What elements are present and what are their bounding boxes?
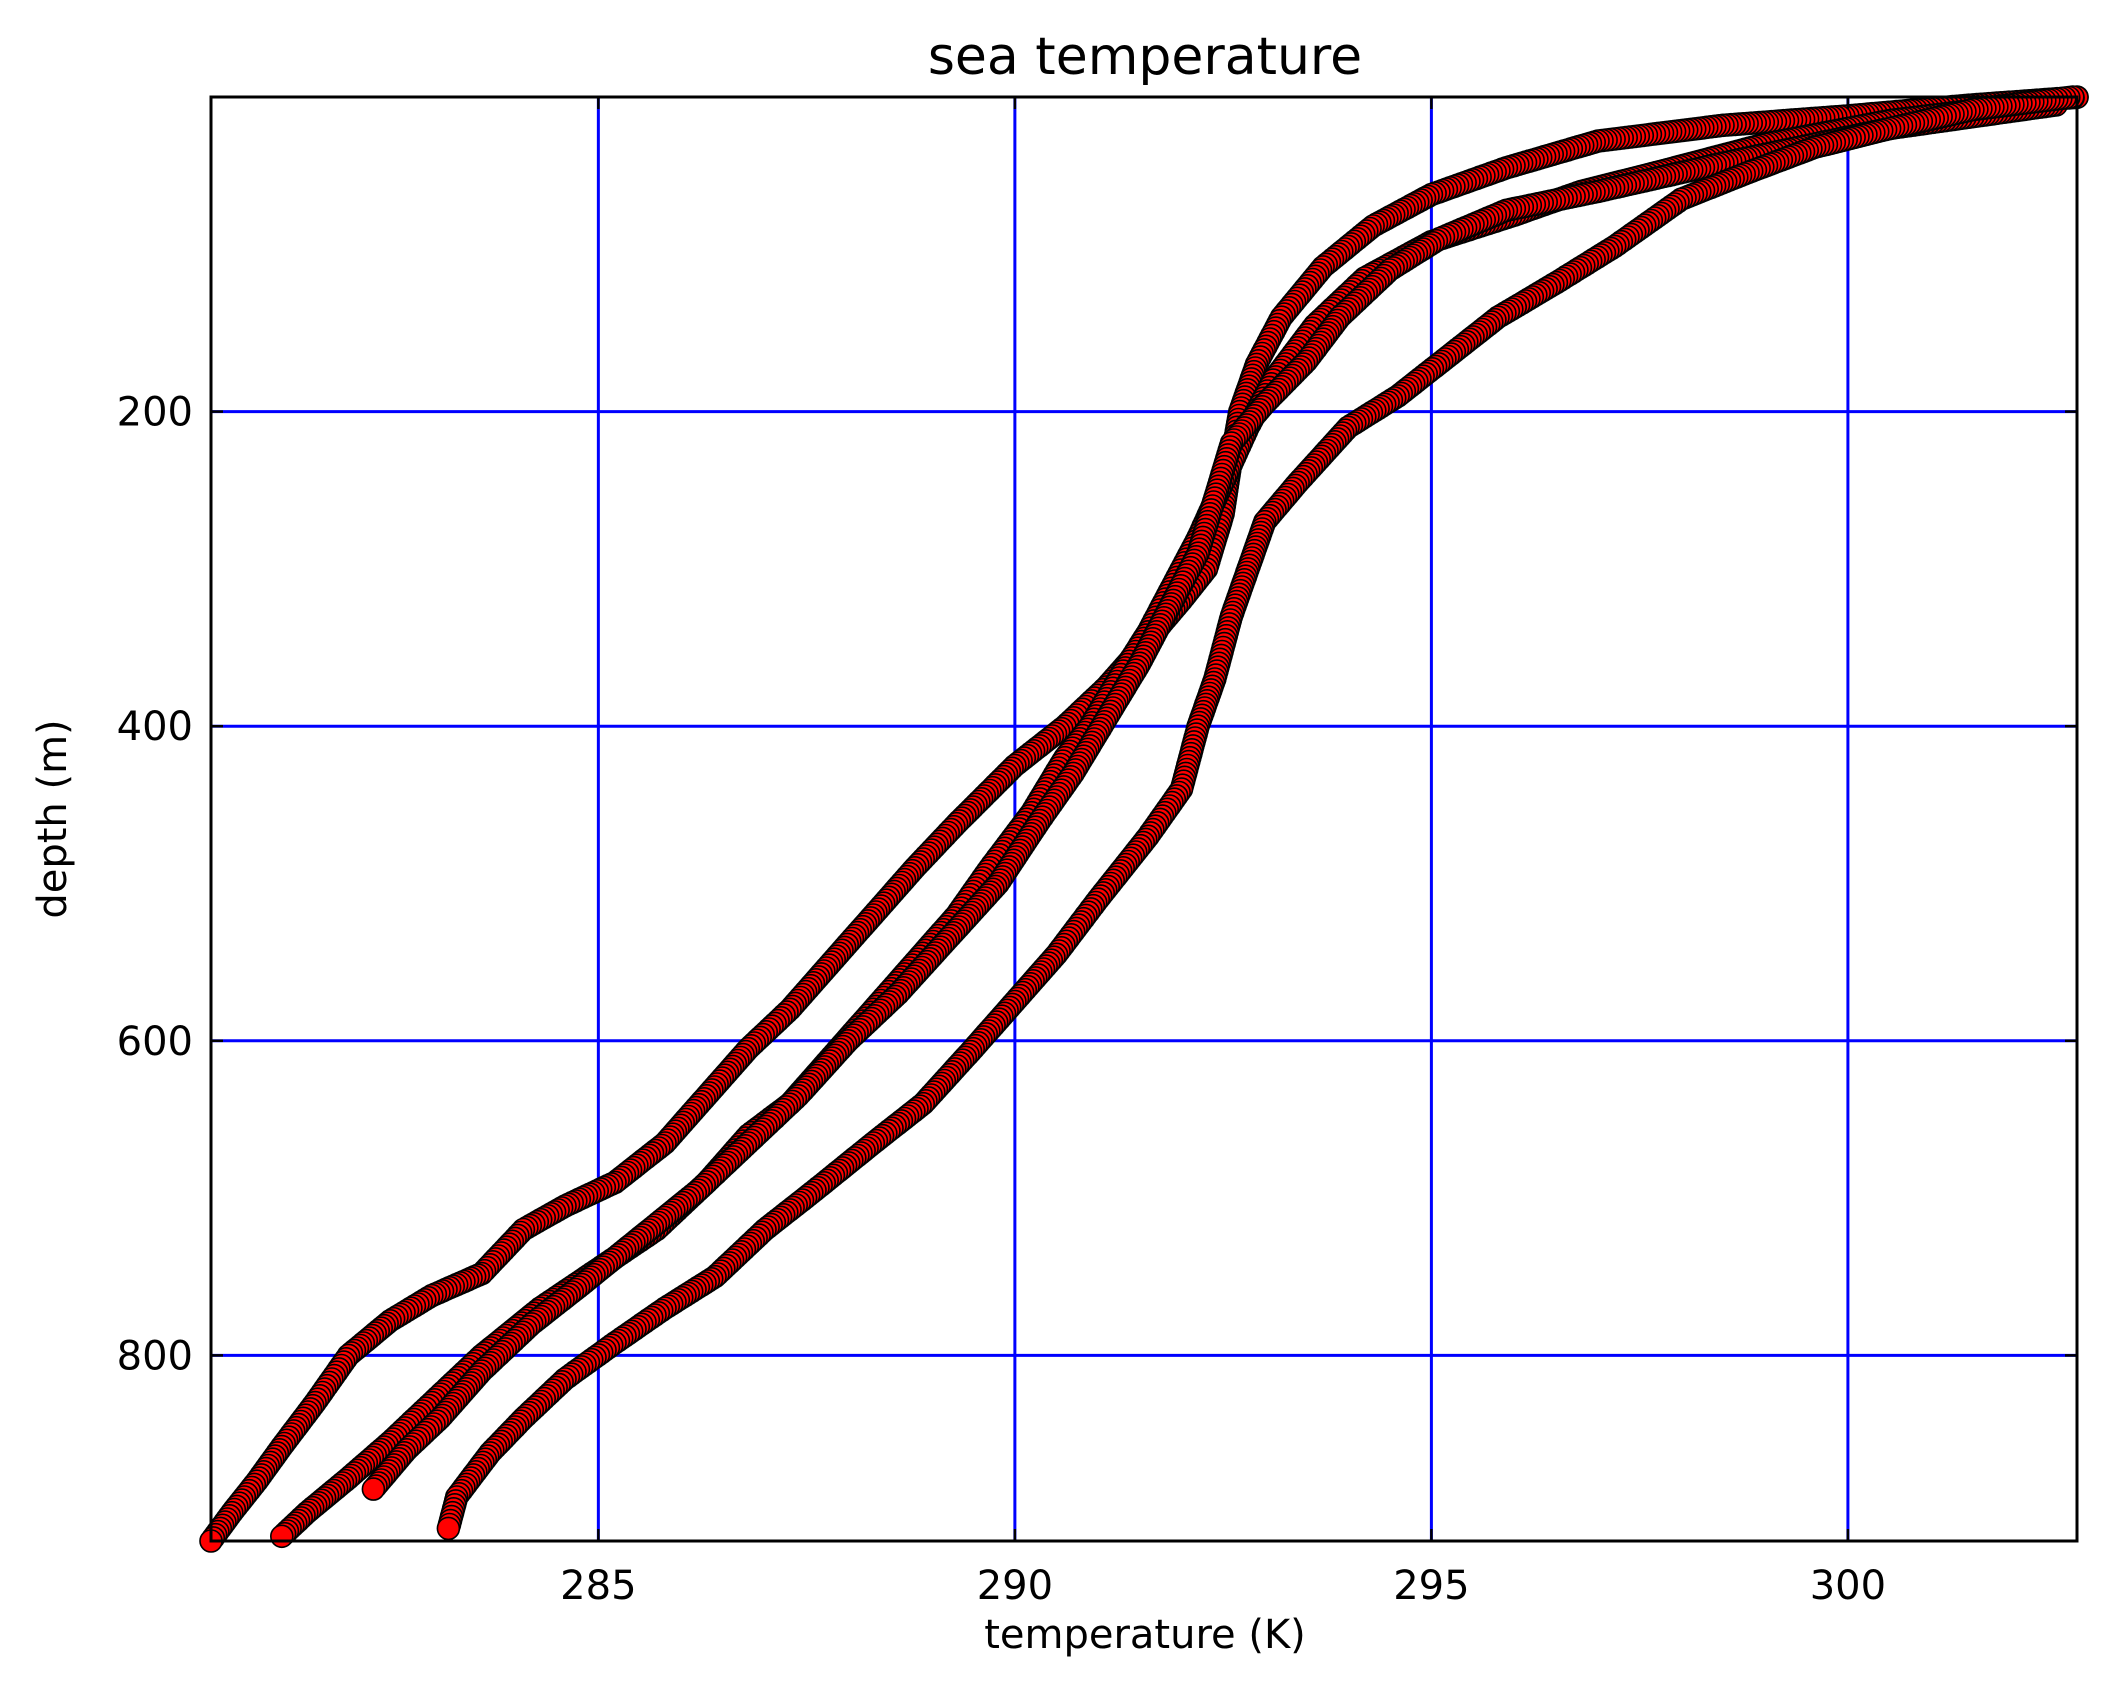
x-tick-label: 290 [977,1563,1053,1609]
data-points [199,85,2089,1553]
x-tick-label: 285 [560,1563,636,1609]
chart-title: sea temperature [928,27,1362,87]
x-axis-title: temperature (K) [984,1612,1306,1658]
data-point [436,1516,461,1541]
y-tick-label: 600 [117,1019,193,1065]
axis-ticks [211,97,2077,1541]
y-tick-label: 200 [117,390,193,436]
grid [211,97,2077,1541]
y-tick-label: 800 [117,1333,193,1379]
data-point [269,1524,294,1549]
y-axis-title: depth (m) [30,719,76,918]
y-tick-label: 400 [117,704,193,750]
plot-frame [209,95,2079,1543]
x-tick-label: 295 [1393,1563,1469,1609]
x-tick-label: 300 [1810,1563,1886,1609]
data-point [361,1477,386,1501]
tick-labels: 285 290 295 300 200 400 600 800 [117,390,1886,1609]
